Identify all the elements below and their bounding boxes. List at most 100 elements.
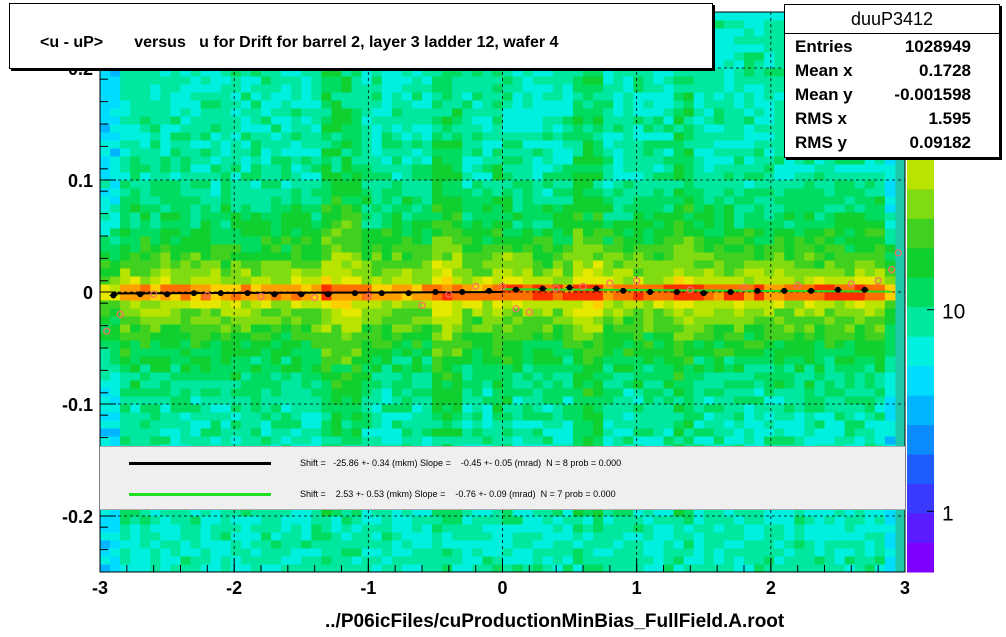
heatmap-cell bbox=[331, 100, 342, 109]
heatmap-cell bbox=[653, 260, 664, 269]
heatmap-cell bbox=[220, 236, 232, 245]
heatmap-cell bbox=[311, 268, 322, 277]
heatmap-cell bbox=[663, 284, 675, 293]
heatmap-cell bbox=[572, 316, 584, 325]
heatmap-cell bbox=[794, 212, 805, 221]
heatmap-cell bbox=[492, 388, 503, 397]
heatmap-cell bbox=[512, 276, 524, 285]
heatmap-cell bbox=[723, 508, 735, 517]
heatmap-cell bbox=[713, 164, 725, 173]
heatmap-cell bbox=[603, 204, 614, 213]
heatmap-cell bbox=[180, 508, 192, 517]
heatmap-cell bbox=[603, 180, 614, 189]
heatmap-cell bbox=[482, 548, 493, 557]
heatmap-cell bbox=[562, 188, 574, 197]
heatmap-cell bbox=[391, 548, 403, 557]
heatmap-cell bbox=[401, 172, 413, 181]
heatmap-cell bbox=[432, 116, 443, 125]
heatmap-cell bbox=[220, 372, 232, 381]
heatmap-cell bbox=[482, 100, 493, 109]
heatmap-cell bbox=[361, 540, 373, 549]
heatmap-cell bbox=[633, 388, 644, 397]
heatmap-cell bbox=[150, 228, 161, 237]
heatmap-cell bbox=[230, 532, 242, 541]
heatmap-cell bbox=[391, 140, 403, 149]
heatmap-cell bbox=[703, 292, 715, 301]
heatmap-cell bbox=[351, 76, 363, 85]
heatmap-cell bbox=[522, 372, 534, 381]
heatmap-cell bbox=[140, 540, 151, 549]
heatmap-cell bbox=[683, 436, 695, 445]
heatmap-cell bbox=[301, 372, 312, 381]
heatmap-cell bbox=[371, 84, 383, 93]
heatmap-cell bbox=[230, 308, 242, 317]
heatmap-cell bbox=[713, 556, 725, 565]
heatmap-cell bbox=[633, 228, 644, 237]
heatmap-cell bbox=[150, 396, 161, 405]
heatmap-cell bbox=[703, 180, 715, 189]
heatmap-cell bbox=[673, 156, 685, 165]
heatmap-cell bbox=[331, 524, 342, 533]
heatmap-cell bbox=[160, 540, 171, 549]
heatmap-cell bbox=[442, 268, 453, 277]
heatmap-cell bbox=[713, 220, 725, 229]
heatmap-cell bbox=[160, 340, 171, 349]
heatmap-cell bbox=[703, 220, 715, 229]
heatmap-cell bbox=[291, 324, 302, 333]
heatmap-cell bbox=[522, 76, 534, 85]
heatmap-cell bbox=[633, 220, 644, 229]
heatmap-cell bbox=[492, 420, 503, 429]
heatmap-cell bbox=[492, 244, 503, 253]
heatmap-cell bbox=[291, 132, 302, 141]
heatmap-cell bbox=[250, 396, 262, 405]
heatmap-cell bbox=[331, 564, 342, 573]
heatmap-cell bbox=[733, 164, 745, 173]
heatmap-cell bbox=[120, 228, 131, 237]
heatmap-cell bbox=[804, 388, 815, 397]
heatmap-cell bbox=[492, 68, 503, 77]
heatmap-cell bbox=[411, 244, 423, 253]
heatmap-cell bbox=[140, 188, 151, 197]
heatmap-cell bbox=[804, 180, 815, 189]
heatmap-cell bbox=[583, 148, 594, 157]
heatmap-cell bbox=[351, 428, 363, 437]
heatmap-cell bbox=[683, 132, 695, 141]
heatmap-cell bbox=[462, 156, 473, 165]
heatmap-cell bbox=[220, 508, 232, 517]
heatmap-cell bbox=[482, 532, 493, 541]
heatmap-cell bbox=[552, 356, 564, 365]
heatmap-cell bbox=[180, 380, 192, 389]
heatmap-cell bbox=[522, 268, 534, 277]
heatmap-cell bbox=[150, 404, 161, 413]
heatmap-cell bbox=[663, 324, 675, 333]
heatmap-cell bbox=[643, 116, 654, 125]
heatmap-cell bbox=[512, 212, 524, 221]
heatmap-cell bbox=[190, 428, 202, 437]
heatmap-cell bbox=[613, 388, 624, 397]
heatmap-cell bbox=[110, 308, 121, 317]
heatmap-cell bbox=[341, 364, 353, 373]
heatmap-cell bbox=[542, 92, 554, 101]
heatmap-cell bbox=[723, 516, 735, 525]
heatmap-cell bbox=[713, 436, 725, 445]
heatmap-cell bbox=[603, 212, 614, 221]
heatmap-cell bbox=[281, 292, 292, 301]
heatmap-cell bbox=[693, 300, 705, 309]
heatmap-cell bbox=[502, 388, 514, 397]
heatmap-cell bbox=[744, 428, 755, 437]
heatmap-cell bbox=[361, 556, 373, 565]
heatmap-cell bbox=[603, 356, 614, 365]
heatmap-cell bbox=[804, 204, 815, 213]
heatmap-cell bbox=[462, 412, 473, 421]
heatmap-cell bbox=[713, 532, 725, 541]
heatmap-cell bbox=[291, 172, 302, 181]
heatmap-cell bbox=[673, 68, 685, 77]
heatmap-cell bbox=[160, 220, 171, 229]
heatmap-cell bbox=[804, 412, 815, 421]
heatmap-cell bbox=[110, 156, 121, 165]
heatmap-cell bbox=[462, 124, 473, 133]
heatmap-cell bbox=[804, 532, 815, 541]
heatmap-cell bbox=[291, 436, 302, 445]
heatmap-cell bbox=[482, 524, 493, 533]
heatmap-cell bbox=[794, 196, 805, 205]
